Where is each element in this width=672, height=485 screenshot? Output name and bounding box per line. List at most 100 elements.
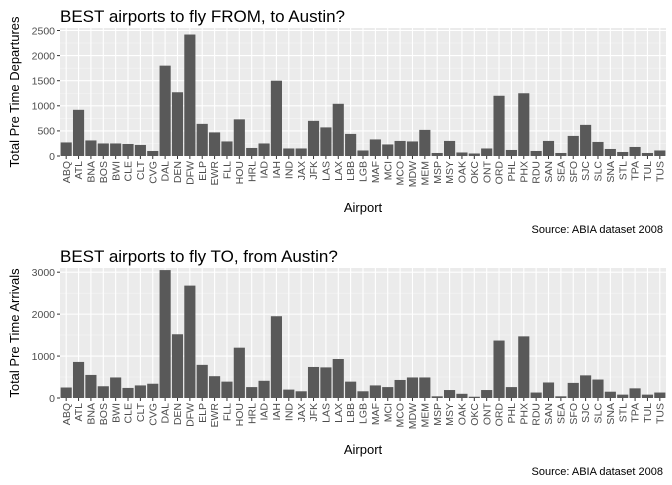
chart1-x-tick-label-hou: HOU [234, 161, 246, 184]
chart2-bar-cle [122, 387, 134, 398]
chart1-y-tick-label: 1500 [32, 76, 56, 88]
chart1-bar-mco [394, 140, 406, 156]
chart1-x-tick-label-tul: TUL [642, 161, 654, 181]
chart1-y-tick-label: 2500 [32, 25, 56, 37]
chart1-x-tick-label-bwi: BWI [110, 161, 122, 181]
chart1-x-tick-label-ord: ORD [494, 161, 506, 185]
chart2-x-tick-label-ewr: EWR [209, 403, 221, 428]
chart2-x-tick-label-mco: MCO [395, 403, 407, 428]
chart2-bar-fll [221, 381, 233, 398]
chart2-x-tick-label-bos: BOS [98, 403, 110, 425]
chart1-bar-jax [295, 148, 307, 156]
chart1-x-tick-label-las: LAS [320, 161, 332, 181]
chart1-bar-tus [654, 150, 666, 156]
chart1-x-tick-label-sna: SNA [605, 161, 617, 183]
chart1-x-tick-label-sea: SEA [555, 161, 567, 182]
chart1-x-tick-label-iad: IAD [259, 161, 271, 179]
chart1-x-tick-label-clt: CLT [135, 160, 147, 180]
chart1-x-axis-title: Airport [344, 200, 383, 215]
chart1-bar-atl [72, 109, 85, 156]
chart2-bar-okc [468, 396, 480, 398]
chart1-bar-cle [122, 143, 134, 156]
chart2-x-tick-label-bwi: BWI [110, 403, 122, 423]
chart2-bar-phx [518, 336, 530, 398]
chart1-bar-bos [97, 143, 109, 156]
chart2-bar-msp [431, 396, 443, 398]
chart1-y-tick-label: 2000 [32, 50, 56, 62]
chart2-bar-den [171, 334, 184, 398]
chart2-x-tick-label-tul: TUL [642, 403, 654, 423]
chart2-x-tick-label-tus: TUS [654, 403, 666, 424]
chart1-bar-sjc [580, 124, 592, 156]
chart2-bar-lgb [357, 391, 369, 398]
chart1-bar-tul [641, 152, 654, 156]
chart1-x-tick-label-lax: LAX [333, 161, 345, 181]
chart2-bar-maf [369, 385, 381, 398]
chart2-bar-tpa [629, 388, 641, 398]
chart2-x-tick-label-sfo: SFO [568, 403, 580, 425]
chart2-x-tick-label-oak: OAK [457, 403, 469, 425]
chart1-bar-oak [456, 152, 468, 156]
chart1-bar-tpa [629, 146, 641, 156]
chart2-x-tick-label-den: DEN [172, 403, 184, 425]
chart2-bar-mdw [406, 377, 419, 398]
chart2-bar-phl [505, 387, 517, 398]
chart1-bar-ord [493, 95, 505, 156]
chart2-bar-mco [394, 379, 406, 398]
chart1-bar-slc [592, 141, 604, 156]
chart2-x-tick-label-stl: STL [617, 403, 629, 422]
chart1-y-axis-title: Total Pre Time Departures [7, 16, 22, 168]
chart2-x-tick-label-lax: LAX [333, 403, 345, 423]
chart1-bar-iah [270, 80, 282, 156]
chart1-x-tick-label-fll: FLL [222, 161, 234, 179]
chart1-bar-ewr [209, 132, 221, 156]
chart1-x-tick-label-rdu: RDU [531, 161, 543, 184]
chart1-bar-rdu [530, 150, 542, 156]
chart2-x-tick-label-dfw: DFW [184, 403, 196, 427]
chart1-x-tick-label-jfk: JFK [308, 161, 320, 180]
chart2-y-tick-label: 0 [49, 393, 55, 405]
chart2-bar-iah [270, 316, 282, 398]
chart2-x-tick-label-iad: IAD [259, 403, 271, 421]
chart1-bar-lgb [357, 150, 369, 156]
chart1-x-tick-label-cvg: CVG [147, 161, 159, 184]
chart2-x-tick-label-ont: ONT [481, 402, 493, 425]
chart2-x-tick-label-rdu: RDU [531, 403, 543, 426]
chart2-bar-hrl [246, 387, 258, 398]
chart1-bar-cvg [147, 150, 159, 156]
chart1-bar-bna [85, 140, 97, 156]
chart1-x-tick-label-elp: ELP [197, 161, 209, 181]
chart2-x-tick-label-hou: HOU [234, 403, 246, 426]
chart2-x-tick-label-maf: MAF [370, 403, 382, 425]
chart1-x-tick-label-jax: JAX [296, 161, 308, 180]
chart2-bar-las [320, 367, 332, 398]
chart1-x-tick-label-abq: ABQ [61, 161, 73, 183]
chart2-y-tick-label: 3000 [32, 267, 56, 279]
chart1-bar-las [320, 127, 332, 156]
chart1-bar-stl [617, 151, 629, 156]
chart1-x-tick-label-cle: CLE [123, 161, 135, 181]
chart2-bar-ewr [209, 376, 221, 398]
chart2-x-tick-label-san: SAN [543, 403, 555, 425]
chart2-x-tick-label-msy: MSY [444, 403, 456, 426]
chart1-x-tick-label-lgb: LGB [358, 161, 370, 182]
chart2-bar-mem [419, 377, 431, 398]
chart1-bar-sna [604, 148, 616, 156]
chart2-x-tick-label-msp: MSP [432, 403, 444, 426]
chart2-x-tick-label-jfk: JFK [308, 403, 320, 422]
chart2-bar-sfo [567, 382, 579, 398]
chart1-x-tick-label-lbb: LBB [345, 161, 357, 181]
chart1-x-tick-label-ewr: EWR [209, 161, 221, 186]
chart2-bar-atl [72, 361, 85, 398]
chart1-bar-maf [369, 139, 381, 156]
chart2-x-tick-label-mem: MEM [419, 403, 431, 428]
chart1-bar-ind [283, 148, 295, 156]
chart2-x-tick-label-fll: FLL [222, 403, 234, 421]
chart2-x-axis-title: Airport [344, 442, 383, 457]
chart1-bar-hou [233, 119, 245, 156]
chart1-x-tick-label-hrl: HRL [246, 161, 258, 182]
chart2-bar-elp [196, 364, 208, 398]
chart2-y-axis-title: Total Pre Time Arrivals [7, 268, 22, 398]
chart2-x-tick-label-cle: CLE [123, 403, 135, 423]
